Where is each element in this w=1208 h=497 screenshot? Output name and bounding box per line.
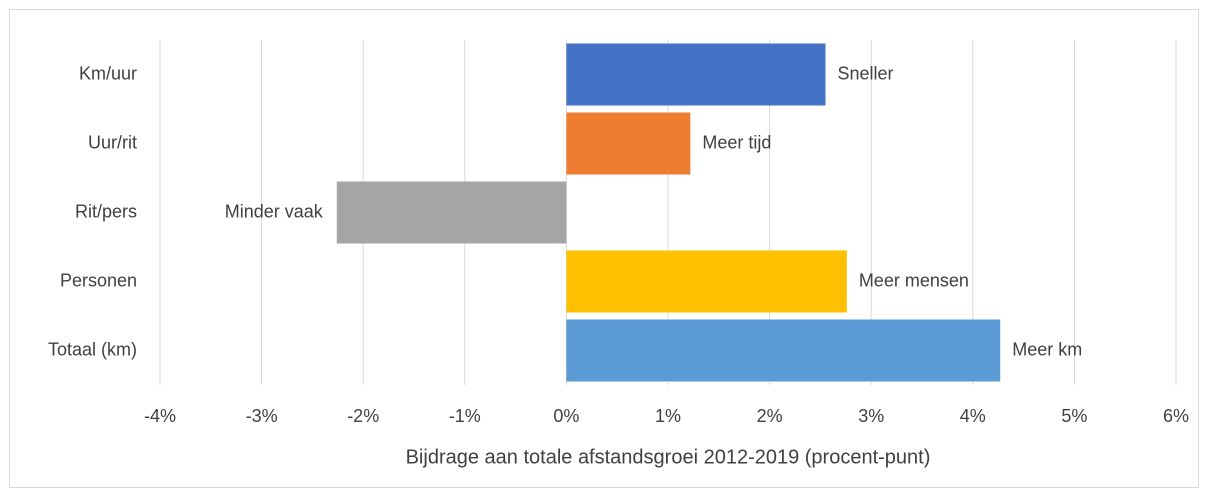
bar [566, 319, 1001, 382]
x-tick-label: 0% [553, 406, 579, 426]
bar [566, 250, 847, 313]
y-tick-label: Km/uur [79, 63, 137, 83]
x-tick-label: 2% [757, 406, 783, 426]
x-tick-label: -1% [449, 406, 481, 426]
y-tick-label: Uur/rit [88, 132, 137, 152]
bar-label: Minder vaak [225, 201, 324, 221]
y-tick-label: Totaal (km) [48, 339, 137, 359]
x-tick-label: 6% [1163, 406, 1189, 426]
bar-label: Meer tijd [702, 132, 771, 152]
bar-label: Meer km [1012, 339, 1082, 359]
x-tick-label: 1% [655, 406, 681, 426]
x-axis-title: Bijdrage aan totale afstandsgroei 2012-2… [406, 446, 931, 468]
x-tick-label: 4% [960, 406, 986, 426]
y-tick-label: Personen [60, 270, 137, 290]
bar [566, 43, 826, 106]
x-tick-label: -3% [246, 406, 278, 426]
x-tick-label: -4% [144, 406, 176, 426]
x-tick-label: 5% [1061, 406, 1087, 426]
y-tick-label: Rit/pers [75, 201, 137, 221]
x-tick-label: -2% [347, 406, 379, 426]
bar-label: Meer mensen [859, 270, 969, 290]
bar [566, 112, 691, 175]
bar [336, 181, 567, 244]
x-tick-label: 3% [858, 406, 884, 426]
bar-label: Sneller [837, 63, 893, 83]
